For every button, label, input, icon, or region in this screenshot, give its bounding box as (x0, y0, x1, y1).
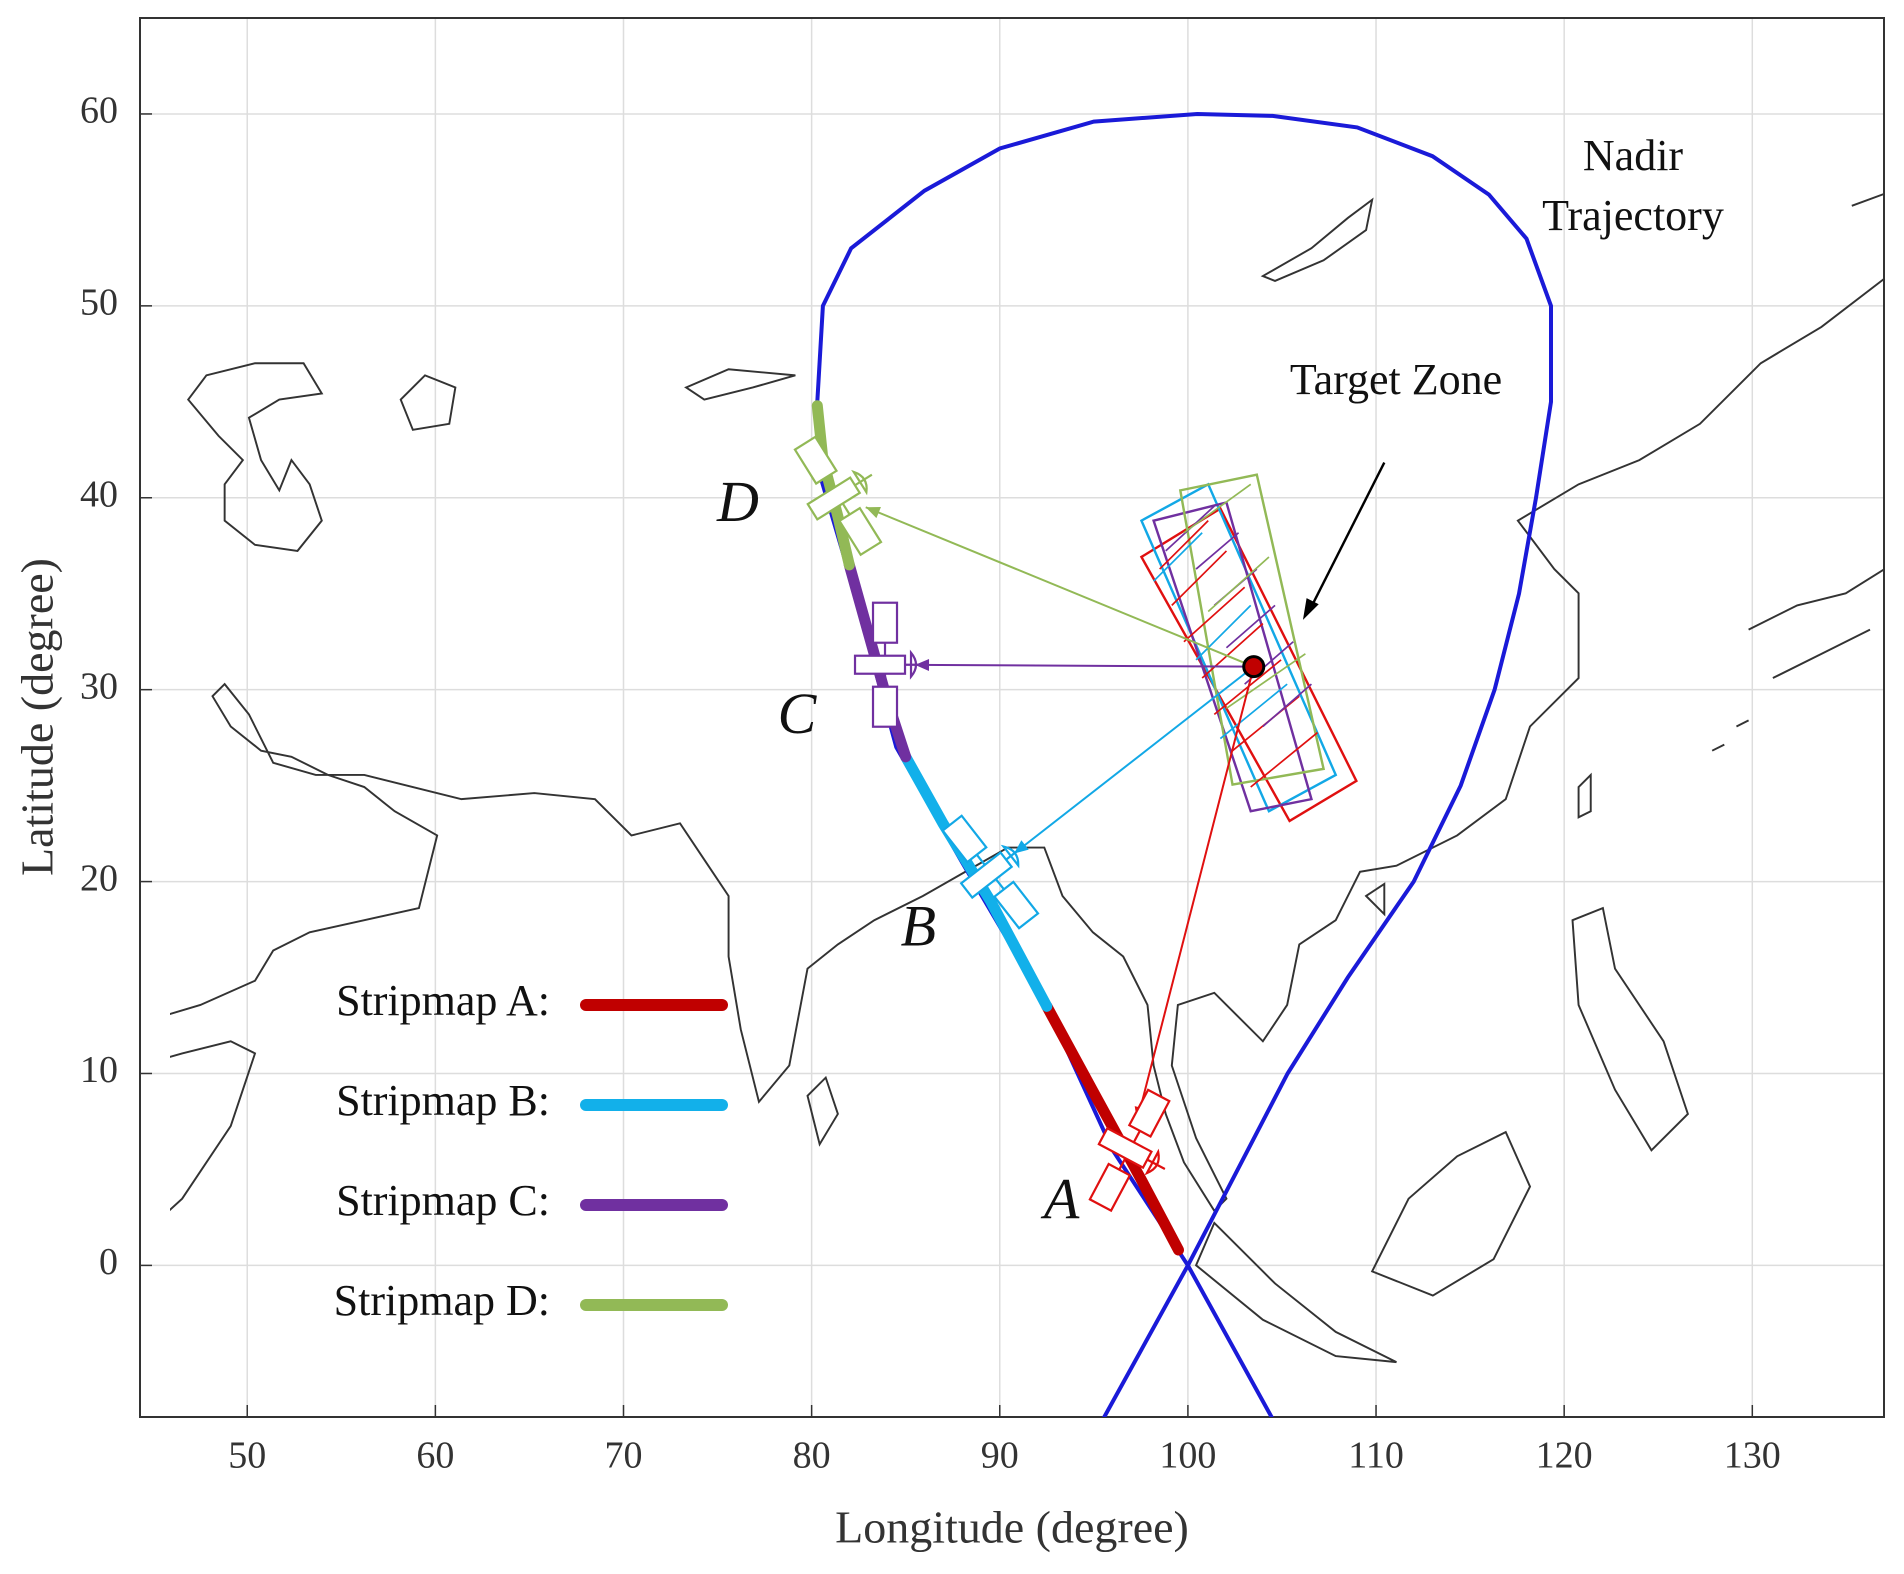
legend-label: Stripmap C: (336, 1176, 550, 1225)
trajectory-line (815, 111, 1553, 1417)
satellite-label: D (716, 469, 759, 534)
hatching (1152, 532, 1288, 740)
look-line (865, 506, 1255, 668)
legend-label: Stripmap B: (336, 1076, 550, 1125)
legend-label: Stripmap D: (334, 1276, 550, 1325)
x-tick-label: 130 (1724, 1435, 1781, 1477)
legend-label: Stripmap A: (336, 976, 550, 1025)
y-tick-label: 50 (80, 282, 118, 324)
satellite-dish (905, 649, 926, 680)
y-tick-label: 20 (80, 857, 118, 899)
satellite-panel (837, 506, 883, 557)
target-arrow (1302, 461, 1386, 620)
y-tick-label: 0 (99, 1241, 118, 1283)
satellite-panel (871, 601, 899, 644)
footprint (1139, 482, 1338, 813)
satellite-dish (1000, 844, 1023, 869)
look-line (1136, 666, 1255, 1122)
x-axis-label: Longitude (degree) (835, 1502, 1189, 1553)
y-tick-label: 10 (80, 1049, 118, 1091)
target-label: Target Zone (1290, 355, 1502, 404)
hatching (1183, 483, 1306, 710)
satellite-dish (1144, 1148, 1166, 1176)
satellite-body (1097, 1126, 1153, 1170)
look-arrow (865, 507, 881, 519)
satellite-label: B (901, 893, 936, 958)
x-tick-label: 60 (416, 1435, 454, 1477)
satellite-panel (941, 814, 988, 864)
y-axis-label: Latitude (degree) (12, 558, 63, 876)
footprint (1178, 473, 1326, 786)
satellite-panel (1088, 1162, 1132, 1213)
footprint (1152, 501, 1313, 813)
satellite-panel (1127, 1088, 1171, 1138)
trajectory-label: Nadir Trajectory (1542, 131, 1724, 240)
target-point (1242, 655, 1266, 679)
satellite (1088, 1088, 1171, 1213)
stripmap-line (811, 400, 855, 571)
satellite-panel (992, 880, 1040, 930)
x-tick-label: 100 (1159, 1435, 1216, 1477)
look-line (915, 663, 1254, 668)
look-line (1013, 665, 1255, 855)
satellite-body (853, 654, 907, 675)
x-tick-label: 70 (605, 1435, 643, 1477)
satellite-label: C (778, 681, 818, 746)
y-tick-label: 30 (80, 665, 118, 707)
satellite-panel (871, 685, 899, 728)
satellite (793, 435, 883, 557)
satellite-body (959, 851, 1014, 900)
footprints (1139, 473, 1358, 823)
satellite-dish (851, 469, 873, 496)
x-tick-label: 110 (1348, 1435, 1404, 1477)
satellite-body (806, 476, 862, 521)
x-tick-label: 50 (228, 1435, 266, 1477)
satellite (941, 814, 1040, 930)
y-tick-label: 40 (80, 473, 118, 515)
x-tick-label: 120 (1536, 1435, 1593, 1477)
satellite (853, 601, 926, 728)
plot-frame (139, 17, 1885, 1418)
x-tick-label: 90 (981, 1435, 1019, 1477)
coastlines (170, 192, 1886, 1364)
y-tick-label: 60 (80, 90, 118, 132)
x-tick-label: 80 (793, 1435, 831, 1477)
satellite-label: A (1040, 1167, 1080, 1232)
